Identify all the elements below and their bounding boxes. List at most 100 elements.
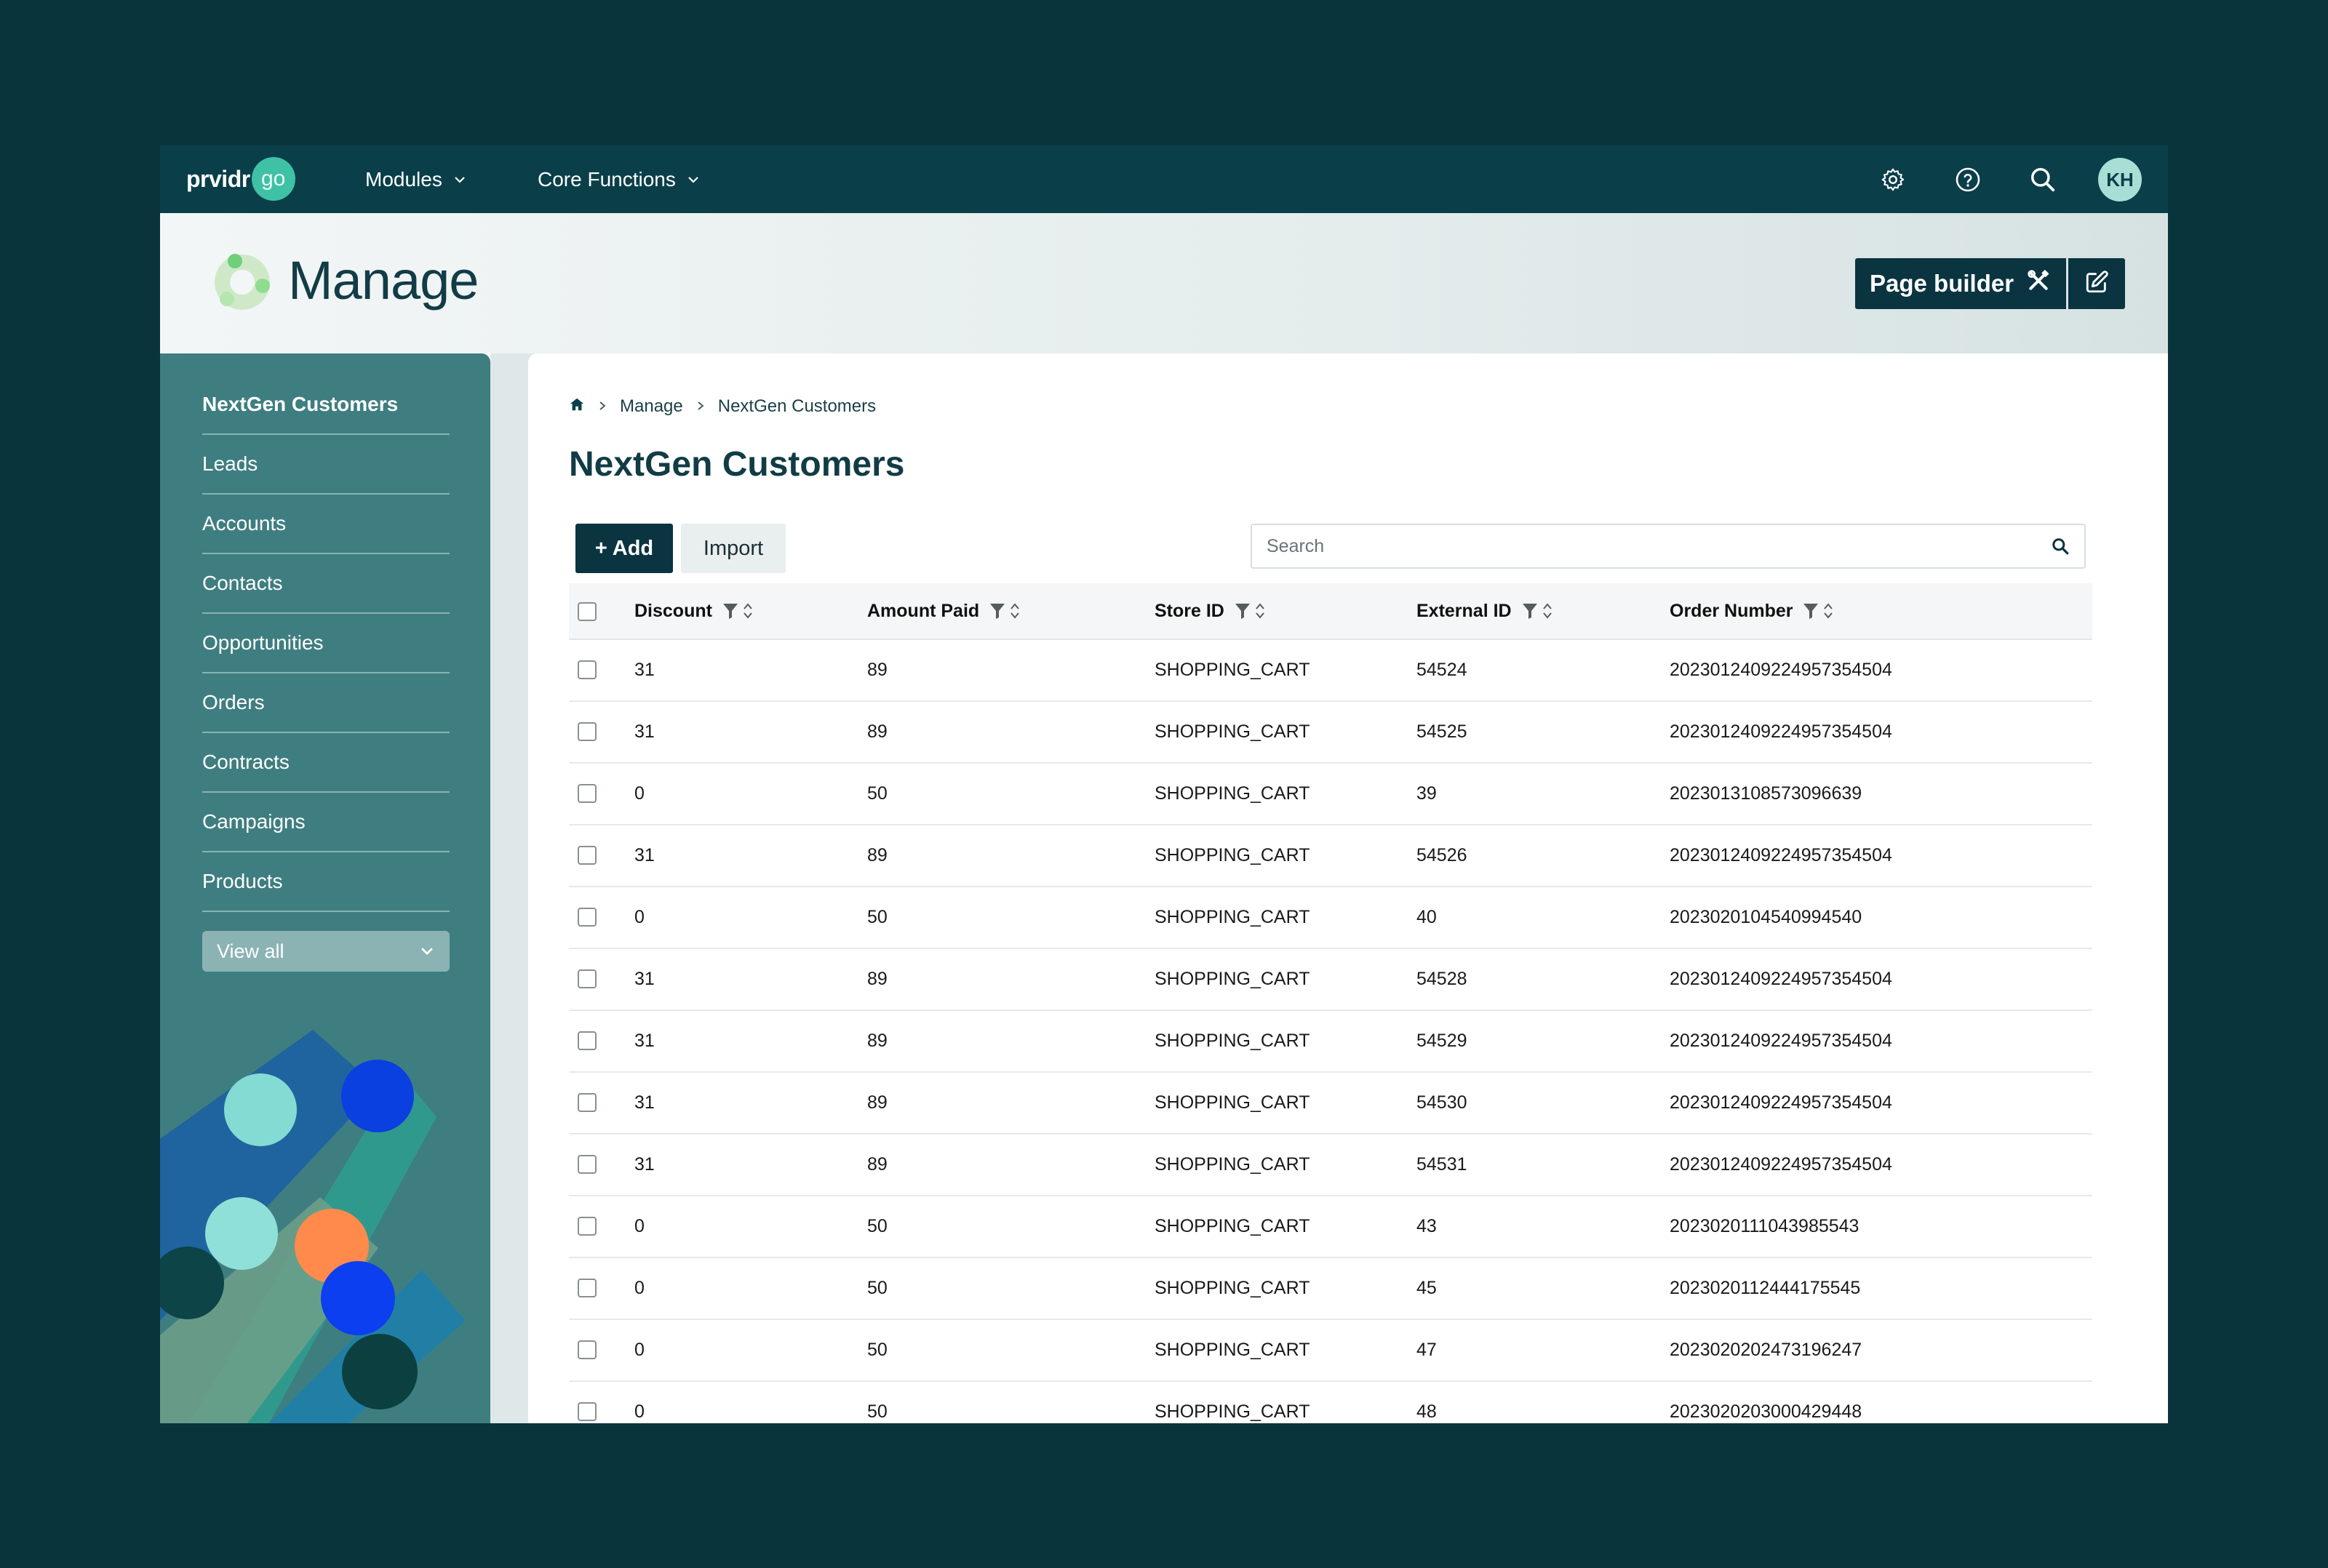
table-row[interactable]: 0 50 SHOPPING_CART 45 202302011244417554…	[569, 1258, 2092, 1320]
breadcrumb: Manage NextGen Customers	[569, 396, 876, 417]
cell-order-number: 2023020111043985543	[1670, 1216, 1859, 1236]
cell-discount: 31	[634, 1154, 655, 1175]
filter-icon[interactable]	[1803, 602, 1819, 620]
sidebar-item-orders[interactable]: Orders	[202, 673, 450, 733]
filter-icon[interactable]	[1522, 602, 1538, 620]
cell-store-id: SHOPPING_CART	[1155, 1031, 1310, 1051]
filter-icon[interactable]	[722, 602, 738, 620]
chevron-right-icon	[598, 399, 607, 415]
sidebar-item-contacts[interactable]: Contacts	[202, 554, 450, 614]
row-checkbox[interactable]	[578, 969, 597, 988]
chevron-down-icon	[687, 172, 699, 187]
cell-order-number: 2023020104540994540	[1670, 907, 1862, 927]
sidebar-item-leads[interactable]: Leads	[202, 435, 450, 495]
row-checkbox[interactable]	[578, 722, 597, 741]
prvidr-go-logo[interactable]: prvidr go	[186, 157, 295, 201]
edit-page-button[interactable]	[2068, 258, 2125, 309]
cell-store-id: SHOPPING_CART	[1155, 1216, 1310, 1236]
modules-menu[interactable]: Modules	[365, 145, 466, 213]
column-header-discount[interactable]: Discount	[634, 583, 753, 639]
cell-external-id: 54524	[1416, 660, 1467, 680]
cell-order-number: 2023012409224957354504	[1670, 721, 1892, 742]
table-row[interactable]: 0 50 SHOPPING_CART 40 202302010454099454…	[569, 887, 2092, 949]
cell-amount-paid: 89	[867, 721, 888, 742]
cell-order-number: 2023020203000429448	[1670, 1401, 1862, 1422]
cell-external-id: 54528	[1416, 969, 1467, 989]
cell-amount-paid: 50	[867, 907, 888, 927]
row-checkbox[interactable]	[578, 660, 597, 679]
cell-discount: 0	[634, 783, 645, 804]
search-icon[interactable]	[2026, 163, 2060, 196]
cell-external-id: 54530	[1416, 1092, 1467, 1113]
filter-icon[interactable]	[1235, 602, 1251, 620]
user-avatar[interactable]: KH	[2098, 158, 2142, 201]
cell-order-number: 2023012409224957354504	[1670, 1031, 1892, 1051]
chevron-right-icon	[696, 399, 705, 415]
home-icon[interactable]	[569, 396, 585, 417]
table-header: Discount Amount Paid Store ID	[569, 583, 2092, 640]
cell-discount: 31	[634, 969, 655, 989]
table-row[interactable]: 31 89 SHOPPING_CART 54528 20230124092249…	[569, 949, 2092, 1011]
sidebar-item-nextgen-customers[interactable]: NextGen Customers	[202, 375, 450, 435]
view-all-label: View all	[217, 940, 284, 962]
settings-gear-icon[interactable]	[1876, 163, 1910, 196]
page-builder-button[interactable]: Page builder	[1855, 258, 2066, 309]
sidebar-item-contracts[interactable]: Contracts	[202, 733, 450, 793]
row-checkbox[interactable]	[578, 1031, 597, 1050]
table-row[interactable]: 0 50 SHOPPING_CART 48 202302020300042944…	[569, 1382, 2092, 1423]
table-row[interactable]: 31 89 SHOPPING_CART 54530 20230124092249…	[569, 1073, 2092, 1135]
core-functions-menu[interactable]: Core Functions	[538, 145, 699, 213]
table-row[interactable]: 31 89 SHOPPING_CART 54526 20230124092249…	[569, 825, 2092, 887]
help-icon[interactable]	[1951, 163, 1985, 196]
add-button[interactable]: + Add	[575, 524, 673, 573]
sidebar-item-accounts[interactable]: Accounts	[202, 495, 450, 554]
cell-amount-paid: 89	[867, 969, 888, 989]
row-checkbox[interactable]	[578, 784, 597, 803]
table-row[interactable]: 31 89 SHOPPING_CART 54524 20230124092249…	[569, 640, 2092, 702]
column-label: External ID	[1416, 600, 1512, 621]
breadcrumb-manage-link[interactable]: Manage	[620, 396, 683, 416]
sort-icon[interactable]	[1255, 602, 1265, 620]
table-row[interactable]: 31 89 SHOPPING_CART 54529 20230124092249…	[569, 1011, 2092, 1073]
column-header-amount-paid[interactable]: Amount Paid	[867, 583, 1020, 639]
cell-store-id: SHOPPING_CART	[1155, 783, 1310, 804]
sort-icon[interactable]	[1010, 602, 1020, 620]
cell-amount-paid: 89	[867, 1154, 888, 1175]
row-checkbox[interactable]	[578, 1279, 597, 1297]
table-row[interactable]: 0 50 SHOPPING_CART 39 202301310857309663…	[569, 764, 2092, 825]
column-header-store-id[interactable]: Store ID	[1155, 583, 1265, 639]
logo-badge: go	[251, 157, 295, 201]
view-all-dropdown[interactable]: View all	[202, 931, 450, 972]
row-checkbox[interactable]	[578, 1402, 597, 1421]
import-button[interactable]: Import	[681, 524, 786, 573]
row-checkbox[interactable]	[578, 1155, 597, 1174]
row-checkbox[interactable]	[578, 1093, 597, 1112]
cell-discount: 0	[634, 907, 645, 927]
table-row[interactable]: 0 50 SHOPPING_CART 43 202302011104398554…	[569, 1196, 2092, 1258]
column-header-order-number[interactable]: Order Number	[1670, 583, 1833, 639]
cell-order-number: 2023012409224957354504	[1670, 1154, 1892, 1175]
sort-icon[interactable]	[1823, 602, 1833, 620]
row-checkbox[interactable]	[578, 1340, 597, 1359]
cell-order-number: 20230124092249573545​04	[1670, 660, 1892, 680]
cell-store-id: SHOPPING_CART	[1155, 1401, 1310, 1422]
sidebar-item-opportunities[interactable]: Opportunities	[202, 614, 450, 673]
row-checkbox[interactable]	[578, 1217, 597, 1236]
search-input[interactable]	[1252, 525, 2045, 567]
sort-icon[interactable]	[1542, 602, 1552, 620]
filter-icon[interactable]	[989, 602, 1005, 620]
sort-icon[interactable]	[743, 602, 753, 620]
table-row[interactable]: 0 50 SHOPPING_CART 47 202302020247319624…	[569, 1320, 2092, 1382]
sidebar-item-products[interactable]: Products	[202, 852, 450, 912]
search-icon[interactable]	[2051, 537, 2070, 559]
select-all-checkbox[interactable]	[578, 602, 597, 621]
page-header: Manage Page builder	[160, 213, 2168, 353]
row-checkbox[interactable]	[578, 846, 597, 865]
cell-external-id: 40	[1416, 907, 1437, 927]
cell-amount-paid: 89	[867, 1031, 888, 1051]
table-row[interactable]: 31 89 SHOPPING_CART 54531 20230124092249…	[569, 1135, 2092, 1196]
sidebar-item-campaigns[interactable]: Campaigns	[202, 793, 450, 852]
row-checkbox[interactable]	[578, 908, 597, 927]
table-row[interactable]: 31 89 SHOPPING_CART 54525 20230124092249…	[569, 702, 2092, 764]
column-header-external-id[interactable]: External ID	[1416, 583, 1552, 639]
